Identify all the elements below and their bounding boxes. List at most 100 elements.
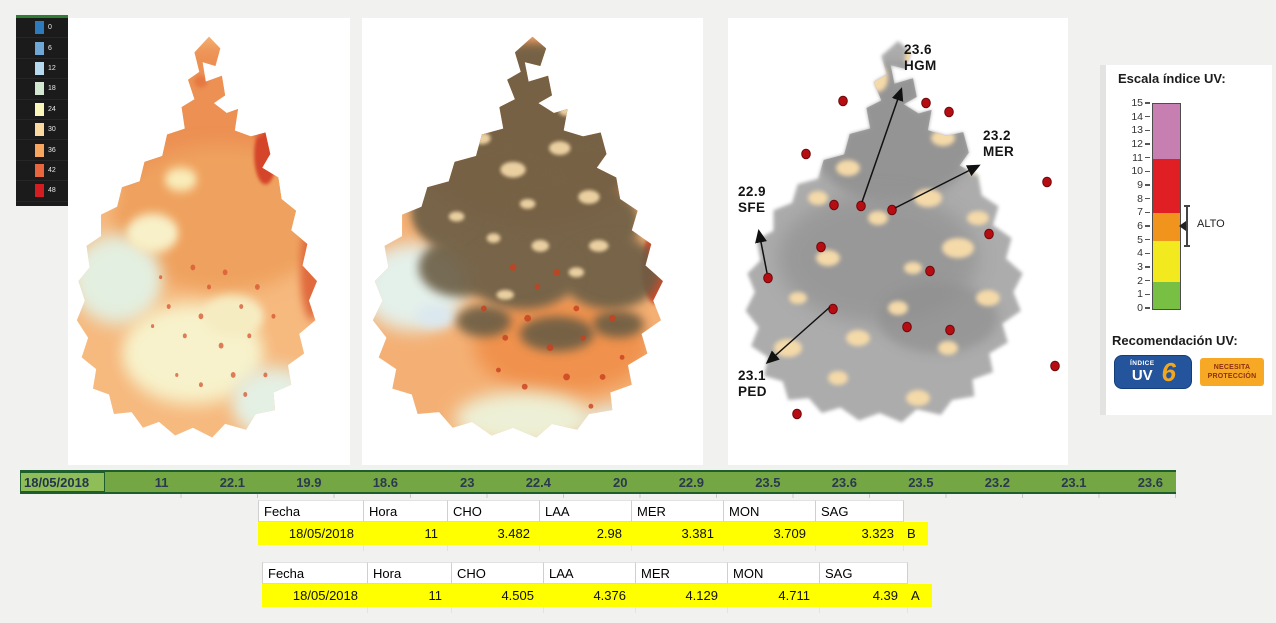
uv-index-badge-text: ÍNDICE UV [1130,360,1154,383]
table-suffix-cell[interactable]: B [904,522,928,545]
temperature-heatmap [76,36,317,438]
temp-legend-item: 6 [16,38,68,59]
uv-tick: 9 [1117,179,1150,191]
hourly-value-cell[interactable]: 23.5 [755,474,781,490]
station-dot [925,265,935,277]
table-value-cell[interactable]: 3.482 [448,522,540,545]
table-stub-cell [724,545,816,551]
table-stub-cell [540,545,632,551]
hourly-value-cell[interactable]: 18.6 [372,474,398,490]
table-header-cell[interactable]: CHO [448,500,540,522]
table-value-cell[interactable]: 11 [364,522,448,545]
hourly-value-cell[interactable]: 23.5 [908,474,934,490]
legend-label: 48 [48,187,56,195]
uv-tick-dash [1145,252,1150,255]
station-label-mer: 23.2 MER [983,128,1014,159]
table-value-cell[interactable]: 18/05/2018 [258,522,364,545]
uv-tick-label: 15 [1131,97,1143,109]
uv-tick-dash [1145,129,1150,132]
hourly-value-cell[interactable]: 11 [154,474,169,490]
table-stub-cell [364,545,448,551]
table-value-cell[interactable]: 4.39 [820,584,908,607]
station-dot [921,97,931,109]
uv-tick-label: 0 [1137,302,1143,314]
uv-tick-dash [1145,211,1150,214]
uv-tick: 6 [1117,220,1150,232]
annotation-arrow [861,87,904,203]
hourly-value-cell[interactable]: 22.9 [678,474,704,490]
uv-tick-dash [1145,170,1150,173]
legend-label: 36 [48,146,56,154]
table-header-cell[interactable]: LAA [540,500,632,522]
hourly-value-cell[interactable]: 22.1 [219,474,245,490]
uv-protection-line2: PROTECCIÓN [1207,373,1257,380]
table-value-cell[interactable]: 4.711 [728,584,820,607]
uv-tick-dash [1145,115,1150,118]
temp-legend-item: 12 [16,59,68,80]
table-stub-cell [544,607,636,613]
uv-protection-badge: NECESITA PROTECCIÓN [1200,358,1264,386]
heatmap-speckles [150,264,276,397]
readings-table-b: Fecha Hora CHO LAA MER MON SAG 18/05/2018 11 3.48… [258,500,928,551]
uv-tick-dash [1145,293,1150,296]
hourly-value-cell[interactable]: 22.4 [525,474,551,490]
table-value-cell[interactable]: 3.709 [724,522,816,545]
table-header-cell[interactable]: MON [728,562,820,584]
legend-swatch [35,143,44,157]
hourly-date-cell[interactable]: 18/05/2018 [20,472,105,492]
table-header-cell[interactable]: Hora [368,562,452,584]
table-value-cell[interactable]: 11 [368,584,452,607]
table-value-cell[interactable]: 3.323 [816,522,904,545]
hourly-value-cell[interactable]: 23.6 [1137,474,1163,490]
table-value-cell[interactable]: 4.376 [544,584,636,607]
table-header-cell[interactable]: SAG [816,500,904,522]
table-stub-cell [262,607,368,613]
table-stub-cell [452,607,544,613]
hourly-value-cell[interactable]: 23 [460,474,475,490]
table-header-cell[interactable]: MON [724,500,816,522]
station-dot [838,95,848,107]
table-header-cell[interactable]: CHO [452,562,544,584]
table-value-cell[interactable]: 18/05/2018 [262,584,368,607]
uv-tick: 7 [1117,206,1150,218]
table-value-cell[interactable]: 4.505 [452,584,544,607]
urban-clearings [448,106,609,300]
hourly-value-cell[interactable]: 23.6 [831,474,857,490]
table-header-cell[interactable]: Fecha [258,500,364,522]
readings-table-a: Fecha Hora CHO LAA MER MON SAG 18/05/2018 11 4.50… [262,562,932,613]
table-header-cell[interactable]: MER [632,500,724,522]
station-dot [792,408,802,420]
table-value-cell[interactable]: 4.129 [636,584,728,607]
uv-tick-label: 5 [1137,233,1143,246]
hourly-value-cell[interactable]: 20 [613,474,628,490]
hourly-value-cell[interactable]: 23.1 [1061,474,1087,490]
table-value-cell[interactable]: 3.381 [632,522,724,545]
table-value-cell[interactable]: 2.98 [540,522,632,545]
temp-legend-item: 36 [16,140,68,161]
table-stub-row [258,545,928,551]
table-header-row: Fecha Hora CHO LAA MER MON SAG [262,562,932,584]
hourly-value-cell[interactable]: 19.9 [296,474,322,490]
legend-swatch [35,163,44,177]
uv-tick: 8 [1117,193,1150,205]
legend-swatch [35,184,44,198]
table-header-cell[interactable]: Hora [364,500,448,522]
uv-scale-segment [1153,104,1180,159]
uv-tick: 1 [1117,288,1150,300]
station-dot [902,321,912,333]
station-dot [945,324,955,336]
temp-legend-item: 24 [16,100,68,120]
uv-tick-label: 7 [1137,206,1143,219]
table-header-cell[interactable]: Fecha [262,562,368,584]
table-header-cell[interactable]: SAG [820,562,908,584]
table-suffix-cell[interactable]: A [908,584,932,607]
station-dot [801,148,811,160]
temp-legend-item: 48 [16,181,68,202]
hourly-value-cell[interactable]: 23.2 [984,474,1010,490]
legend-swatch [35,41,44,55]
table-header-cell[interactable]: MER [636,562,728,584]
table-header-cell[interactable]: LAA [544,562,636,584]
table-stub-cell [728,607,820,613]
table-stub-cell [816,545,904,551]
temperature-legend: 0 6 12 18 24 30 36 42 48 [16,15,68,206]
